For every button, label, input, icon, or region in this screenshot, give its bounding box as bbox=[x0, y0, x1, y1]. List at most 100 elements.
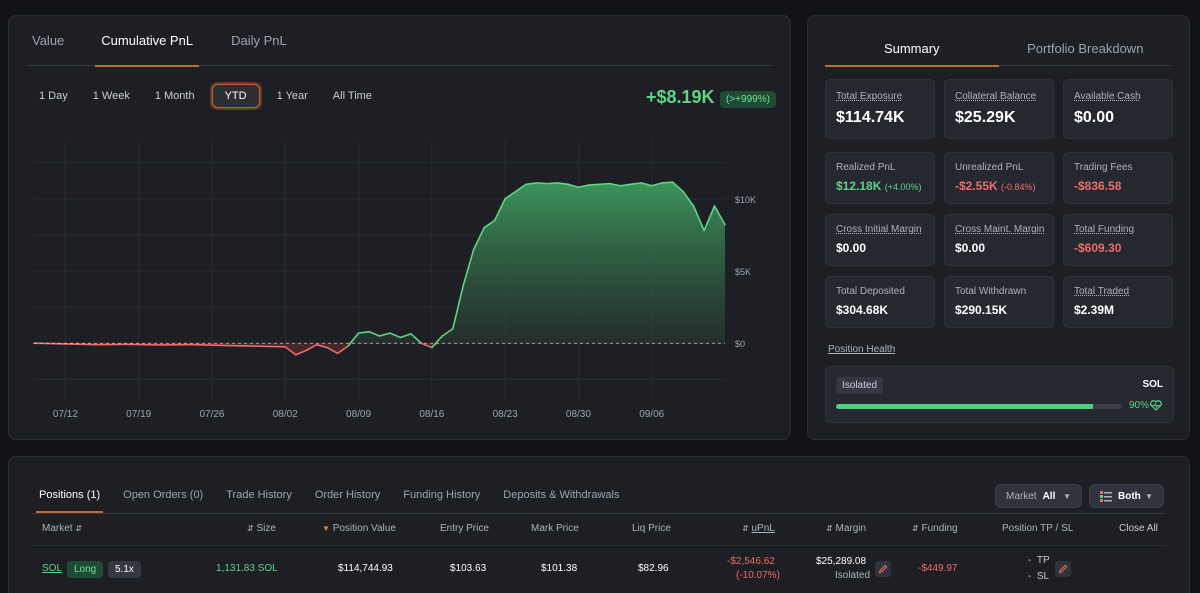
side-filter-dropdown[interactable]: Both ▼ bbox=[1089, 484, 1164, 508]
x-tick-label: 08/30 bbox=[566, 409, 591, 420]
pnl-line-segment bbox=[315, 343, 328, 349]
pnl-line-segment bbox=[399, 333, 412, 339]
range-all-time-button[interactable]: All Time bbox=[332, 90, 372, 102]
tab-summary[interactable]: Summary bbox=[825, 16, 999, 67]
tab-deposits-withdrawals[interactable]: Deposits & Withdrawals bbox=[503, 489, 620, 501]
stat-sub-value: (-0.84%) bbox=[1001, 182, 1036, 192]
stat-label: Trading Fees bbox=[1074, 162, 1133, 173]
range-ytd-button[interactable]: YTD bbox=[211, 84, 260, 108]
pnl-line-segment bbox=[640, 182, 653, 187]
tab-cumulative-pnl[interactable]: Cumulative PnL bbox=[95, 16, 199, 67]
position-health-card: Isolated SOL 90% bbox=[825, 366, 1174, 423]
stat-value: $0.00 bbox=[1074, 109, 1162, 127]
entry-price: $103.63 bbox=[450, 563, 487, 574]
position-health-label[interactable]: Position Health bbox=[828, 344, 896, 355]
tp-label[interactable]: - TP bbox=[1028, 555, 1050, 566]
position-market-link[interactable]: SOL bbox=[42, 563, 63, 574]
pnl-chart-panel: Value Cumulative PnL Daily PnL 1 Day 1 W… bbox=[8, 15, 791, 440]
stat-label[interactable]: Collateral Balance bbox=[955, 91, 1037, 102]
heart-pulse-icon bbox=[1150, 400, 1162, 411]
tab-trade-history[interactable]: Trade History bbox=[226, 489, 292, 501]
pnl-line-segment bbox=[692, 205, 705, 232]
pnl-line-segment bbox=[451, 284, 465, 330]
header-market[interactable]: Market ⇵ bbox=[42, 523, 82, 534]
pnl-area-chart[interactable]: 07/12 07/19 07/26 08/02 08/09 08/16 08/23 08/30… bbox=[9, 136, 792, 441]
stat-label[interactable]: Total Funding bbox=[1074, 224, 1135, 235]
pnl-line-segment bbox=[661, 181, 674, 184]
tab-funding-history[interactable]: Funding History bbox=[403, 489, 481, 501]
tab-portfolio-breakdown[interactable]: Portfolio Breakdown bbox=[1027, 41, 1144, 56]
liq-price: $82.96 bbox=[638, 563, 669, 574]
health-progress-bar bbox=[836, 404, 1122, 409]
sl-text: SL bbox=[1036, 571, 1050, 582]
pnl-line-segment bbox=[441, 327, 454, 337]
stat-value: $304.68K bbox=[836, 303, 924, 317]
stat-value: -$2.55K (-0.84%) bbox=[955, 179, 1043, 193]
tab-daily-pnl[interactable]: Daily PnL bbox=[231, 33, 287, 48]
chevron-down-icon: ▼ bbox=[1063, 491, 1071, 501]
chevron-down-icon: ▼ bbox=[1145, 491, 1153, 501]
pnl-line-segment bbox=[493, 197, 506, 222]
margin-mode: Isolated bbox=[835, 570, 871, 581]
tab-open-orders[interactable]: Open Orders (0) bbox=[123, 489, 204, 501]
pnl-line-segment bbox=[368, 330, 381, 337]
pnl-line-segment bbox=[546, 182, 559, 185]
market-filter-label: Market bbox=[1006, 490, 1037, 502]
close-all-button[interactable]: Close All bbox=[1119, 523, 1158, 534]
header-mark-price[interactable]: Mark Price bbox=[531, 523, 579, 534]
mark-price: $101.38 bbox=[541, 563, 578, 574]
header-size[interactable]: ⇵ Size bbox=[247, 523, 276, 534]
range-1-week-button[interactable]: 1 Week bbox=[92, 90, 130, 102]
health-percent: 90% bbox=[1129, 400, 1150, 411]
stat-card: Cross Initial Margin $0.00 bbox=[825, 214, 935, 266]
header-funding-label: Funding bbox=[921, 523, 958, 534]
market-filter-dropdown[interactable]: Market All ▼ bbox=[995, 484, 1082, 508]
range-1-day-button[interactable]: 1 Day bbox=[39, 90, 68, 102]
stat-label: Unrealized PnL bbox=[955, 162, 1024, 173]
range-1-year-button[interactable]: 1 Year bbox=[276, 90, 308, 102]
range-1-month-button[interactable]: 1 Month bbox=[154, 90, 195, 102]
pnl-line-segment bbox=[305, 343, 318, 352]
stat-value: $2.39M bbox=[1074, 303, 1162, 317]
stat-label[interactable]: Cross Maint. Margin bbox=[955, 224, 1045, 235]
stat-value-text: $2.39M bbox=[1074, 303, 1115, 317]
leverage-badge: 5.1x bbox=[108, 561, 141, 578]
pnl-line-segment bbox=[378, 332, 391, 337]
stat-value: $290.15K bbox=[955, 303, 1043, 317]
header-entry-price[interactable]: Entry Price bbox=[440, 523, 489, 534]
positions-panel: Positions (1) Open Orders (0) Trade Hist… bbox=[8, 456, 1190, 593]
sort-icon: ⇵ bbox=[912, 524, 919, 533]
header-funding[interactable]: ⇵ Funding bbox=[912, 523, 958, 534]
y-tick-label: $5K bbox=[735, 267, 751, 277]
margin-value: $25,289.08 bbox=[816, 556, 867, 567]
stat-label[interactable]: Cross Initial Margin bbox=[836, 224, 922, 235]
pnl-line-segment bbox=[462, 248, 475, 287]
tab-positions[interactable]: Positions (1) bbox=[35, 483, 104, 513]
upnl-value: -$2,546.62 bbox=[727, 556, 775, 567]
edit-tp-sl-button[interactable] bbox=[1055, 561, 1071, 577]
header-upnl[interactable]: ⇵ uPnL bbox=[742, 523, 775, 534]
tab-value[interactable]: Value bbox=[32, 33, 65, 48]
header-position-value[interactable]: ▼ Position Value bbox=[322, 523, 396, 534]
header-divider bbox=[32, 545, 1166, 546]
header-margin-label: Margin bbox=[835, 523, 867, 534]
sl-label[interactable]: - SL bbox=[1028, 571, 1050, 582]
account-stats-grid: Total Exposure $114.74K Collateral Balance… bbox=[825, 79, 1174, 328]
pnl-line-segment bbox=[472, 226, 485, 251]
header-margin[interactable]: ⇵ Margin bbox=[826, 523, 866, 534]
x-tick-label: 08/23 bbox=[493, 409, 518, 420]
summary-tabs: Summary Portfolio Breakdown bbox=[825, 16, 1172, 67]
stat-card: Trading Fees -$836.58 bbox=[1063, 152, 1173, 204]
stat-label[interactable]: Total Traded bbox=[1074, 286, 1130, 297]
x-tick-label: 09/06 bbox=[639, 409, 664, 420]
stat-value-text: $114.74K bbox=[836, 109, 905, 126]
tp-text: TP bbox=[1036, 555, 1050, 566]
pnl-area-fill bbox=[34, 182, 725, 344]
header-liq-price[interactable]: Liq Price bbox=[632, 523, 671, 534]
stat-card: Total Withdrawn $290.15K bbox=[944, 276, 1054, 328]
edit-margin-button[interactable] bbox=[875, 561, 891, 577]
pnl-line-segment bbox=[357, 330, 370, 334]
stat-label[interactable]: Available Cash bbox=[1074, 91, 1141, 102]
tab-order-history[interactable]: Order History bbox=[314, 489, 381, 501]
stat-label[interactable]: Total Exposure bbox=[836, 91, 903, 102]
